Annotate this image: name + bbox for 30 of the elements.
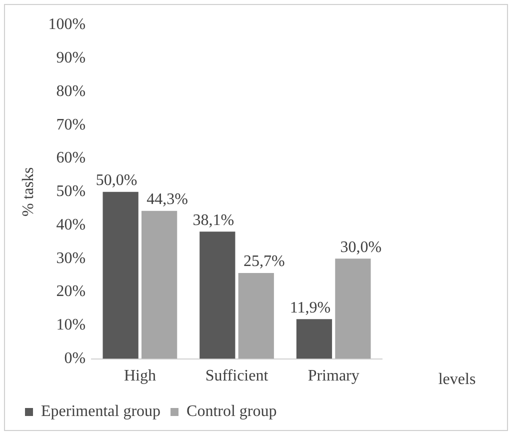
- y-tick-label: 40%: [56, 216, 86, 234]
- data-label: 11,9%: [290, 299, 331, 316]
- x-tick-label: High: [124, 368, 156, 385]
- x-tick-label: Primary: [308, 368, 360, 385]
- data-label: 30,0%: [340, 238, 382, 256]
- y-tick-label: 10%: [56, 316, 86, 334]
- bar: [296, 319, 332, 359]
- y-tick-label: 80%: [56, 82, 86, 100]
- y-tick-label: 90%: [56, 50, 86, 67]
- bar: [141, 210, 178, 359]
- y-tick-label: 30%: [56, 250, 86, 267]
- y-tick-label: 100%: [48, 16, 86, 34]
- y-tick-label: 0%: [64, 350, 86, 368]
- bar: [335, 258, 371, 359]
- x-tick-label: Sufficient: [205, 368, 269, 385]
- legend-label: Eperimental group: [41, 403, 161, 420]
- y-axis-title: % tasks: [20, 167, 37, 217]
- bar: [102, 192, 138, 359]
- data-label: 38,1%: [192, 212, 234, 229]
- bar: [238, 273, 274, 359]
- x-axis-title: levels: [438, 371, 476, 388]
- y-tick-label: 60%: [56, 150, 86, 167]
- legend-label: Control group: [186, 403, 277, 420]
- y-tick-label: 20%: [56, 283, 86, 300]
- y-tick-label: 70%: [56, 116, 86, 134]
- data-label: 50,0%: [96, 172, 138, 190]
- bar: [200, 232, 236, 359]
- data-label: 44,3%: [146, 191, 188, 208]
- data-label: 25,7%: [243, 253, 285, 270]
- y-tick-label: 50%: [56, 183, 86, 200]
